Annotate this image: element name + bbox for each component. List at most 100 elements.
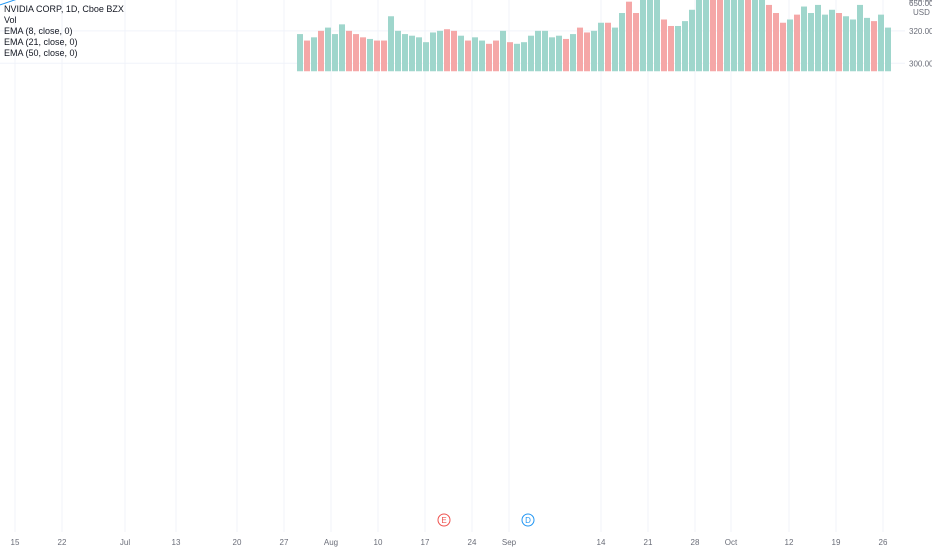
volume-bar <box>787 19 793 72</box>
volume-bar <box>367 38 373 72</box>
x-tick-label: Aug <box>324 538 338 547</box>
x-tick-label: 20 <box>233 538 242 547</box>
x-tick-label: 26 <box>879 538 888 547</box>
volume-bar <box>325 27 331 72</box>
volume-bar <box>549 37 555 72</box>
legend-ema50[interactable]: EMA (50, close, 0) <box>4 48 78 58</box>
volume-bar <box>843 16 849 72</box>
volume-bar <box>759 0 765 72</box>
volume-bar <box>409 35 415 72</box>
volume-bar <box>773 13 779 72</box>
x-tick-label: 24 <box>468 538 477 547</box>
volume-bar <box>542 30 548 72</box>
volume-bar <box>437 30 443 72</box>
volume-bar <box>794 14 800 72</box>
volume-bar <box>647 0 653 72</box>
x-tick-label: Jul <box>120 538 130 547</box>
volume-bar <box>395 30 401 72</box>
volume-bar <box>654 0 660 72</box>
volume-bar <box>514 43 520 72</box>
volume-bar <box>570 34 576 72</box>
volume-bar <box>577 27 583 72</box>
event-label: E <box>441 516 446 525</box>
price-axis[interactable]: 300.00320.00340.00360.00380.00400.00420.… <box>905 0 932 550</box>
legend-symbol[interactable]: NVIDIA CORP, 1D, Cboe BZX <box>4 4 124 14</box>
grid-lines <box>0 0 905 532</box>
x-tick-label: 12 <box>785 538 794 547</box>
x-tick-label: Oct <box>725 538 738 547</box>
volume-bar <box>864 17 870 72</box>
volume-bar <box>829 9 835 72</box>
volume-bar <box>381 40 387 72</box>
volume-bar <box>360 37 366 72</box>
volume-bar <box>598 22 604 72</box>
volume-bar <box>703 0 709 72</box>
volume-bar <box>605 22 611 72</box>
volume-bar <box>745 0 751 72</box>
x-tick-label: 19 <box>832 538 841 547</box>
volume-bar <box>374 40 380 72</box>
volume-bar <box>507 42 513 72</box>
volume-bar <box>626 1 632 72</box>
y-tick-label: 300.00 <box>909 59 932 68</box>
volume-bar <box>528 35 534 72</box>
volume-bar <box>423 42 429 72</box>
volume-bar <box>563 38 569 72</box>
x-tick-label: 17 <box>421 538 430 547</box>
volume-bar <box>731 0 737 72</box>
volume-bar <box>815 4 821 72</box>
x-tick-label: 14 <box>597 538 606 547</box>
volume-bar <box>808 13 814 72</box>
volume-bar <box>766 4 772 72</box>
volume-bar <box>780 22 786 72</box>
legend-ema21[interactable]: EMA (21, close, 0) <box>4 37 78 47</box>
volume-bar <box>465 40 471 72</box>
volume-bar <box>318 30 324 72</box>
volume-bar <box>451 30 457 72</box>
volume-bars <box>297 0 891 72</box>
legend-ema8[interactable]: EMA (8, close, 0) <box>4 26 73 36</box>
volume-bar <box>871 21 877 72</box>
volume-bar <box>521 42 527 72</box>
volume-bar <box>822 14 828 72</box>
volume-bar <box>885 27 891 72</box>
volume-bar <box>668 25 674 72</box>
x-tick-label: 10 <box>374 538 383 547</box>
volume-bar <box>332 34 338 72</box>
volume-bar <box>689 9 695 72</box>
x-tick-label: Sep <box>502 538 517 547</box>
y-tick-label: 320.00 <box>909 27 932 36</box>
volume-bar <box>850 19 856 72</box>
y-tick-label: 650.00 <box>909 0 932 8</box>
chart-legend: NVIDIA CORP, 1D, Cboe BZX Vol EMA (8, cl… <box>4 4 124 59</box>
event-marker[interactable] <box>521 513 535 527</box>
volume-bar <box>430 32 436 72</box>
x-tick-label: 15 <box>11 538 20 547</box>
volume-bar <box>675 25 681 72</box>
event-marker[interactable] <box>437 513 451 527</box>
volume-bar <box>486 43 492 72</box>
volume-bar <box>661 19 667 72</box>
volume-bar <box>836 13 842 72</box>
time-axis-bg <box>0 533 932 550</box>
volume-bar <box>857 4 863 72</box>
volume-bar <box>458 35 464 72</box>
x-tick-label: 27 <box>280 538 289 547</box>
x-tick-label: 28 <box>691 538 700 547</box>
level-lines: $589ish$559.66$565.68$571.98$555.80$546.… <box>0 0 16 6</box>
volume-bar <box>801 6 807 72</box>
volume-bar <box>612 27 618 72</box>
volume-bar <box>724 0 730 72</box>
time-axis[interactable]: 15 22 Jul 13 20 27 Aug 10 17 24 Sep 14 21 28 Oct 12 19 26 <box>0 533 932 550</box>
volume-bar <box>710 0 716 72</box>
volume-bar <box>346 30 352 72</box>
volume-bar <box>584 32 590 72</box>
volume-bar <box>640 0 646 72</box>
legend-vol[interactable]: Vol <box>4 15 17 25</box>
volume-bar <box>682 21 688 72</box>
volume-bar <box>353 34 359 72</box>
volume-bar <box>311 37 317 72</box>
volume-bar <box>591 30 597 72</box>
